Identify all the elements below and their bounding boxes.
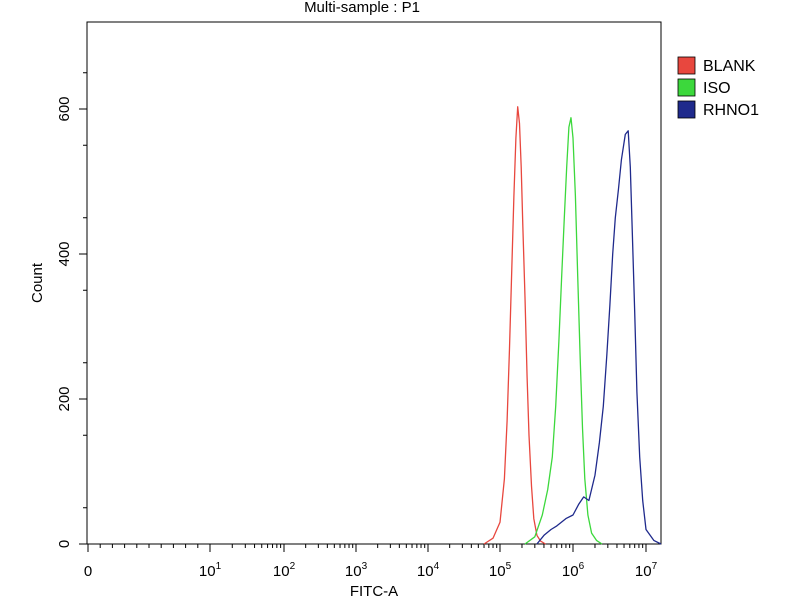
plot-frame [86,21,662,545]
chart-title: Multi-sample : P1 [304,0,420,16]
x-axis: 0 101 102 103 104 105 106 107 [84,544,658,580]
x-tick-label: 106 [562,561,585,580]
series-iso-line [524,117,603,545]
x-tick-label: 103 [345,561,368,580]
y-tick-label: 200 [56,386,73,411]
legend-label-blank: BLANK [703,58,756,75]
legend: BLANK ISO RHNO1 [677,56,759,119]
y-tick-label: 600 [56,96,73,121]
legend-swatch-rhno1 [677,100,696,119]
legend-label-rhno1: RHNO1 [703,102,759,119]
x-tick-label: 102 [273,561,296,580]
legend-swatch-iso [677,78,696,97]
x-tick-label: 101 [199,561,222,580]
series-blank-line [483,106,546,545]
y-axis: 0 200 400 600 [56,72,87,548]
x-tick-label: 105 [489,561,512,580]
series-rhno1-line [536,130,662,545]
y-tick-label: 0 [56,540,73,548]
y-axis-label: Count [29,262,46,303]
x-tick-label: 104 [417,561,440,580]
x-tick-label: 107 [635,561,658,580]
y-tick-label: 400 [56,241,73,266]
x-tick-label: 0 [84,563,92,580]
series-layer [483,106,662,545]
legend-swatch-blank [677,56,696,75]
legend-label-iso: ISO [703,80,731,97]
x-axis-label: FITC-A [350,583,398,600]
